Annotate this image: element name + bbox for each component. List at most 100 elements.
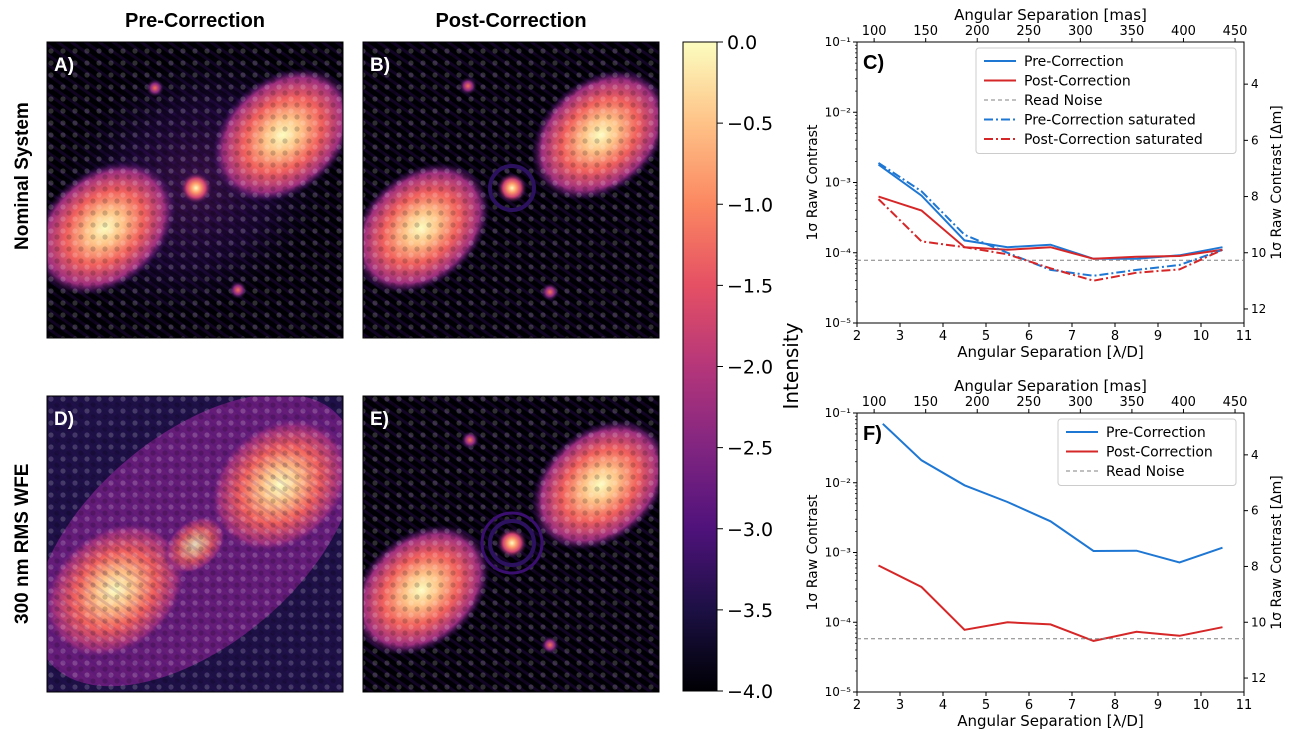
y-tick-label: 10⁻³ bbox=[825, 546, 852, 560]
series-line-pre-correction bbox=[877, 163, 1223, 260]
x2-axis-label: Angular Separation [mas] bbox=[954, 6, 1147, 24]
colorbar-tick-label: 0.0 bbox=[727, 32, 757, 54]
x-tick-label: 10 bbox=[1193, 698, 1210, 713]
x2-tick-label: 350 bbox=[1119, 395, 1144, 410]
image-panel-d bbox=[47, 396, 343, 692]
colorbar-tick-label: −4.0 bbox=[727, 681, 773, 703]
series-line-post-correction-saturated bbox=[877, 198, 1223, 282]
x-tick-label: 7 bbox=[1068, 698, 1076, 713]
y-tick-label: 10⁻² bbox=[825, 476, 852, 490]
x-tick-label: 8 bbox=[1111, 698, 1119, 713]
y-tick-label: 10⁻¹ bbox=[825, 406, 852, 420]
series-line-post-correction bbox=[878, 564, 1223, 642]
x2-tick-label: 100 bbox=[862, 24, 887, 39]
x-tick-label: 9 bbox=[1154, 329, 1162, 344]
x-tick-label: 8 bbox=[1111, 329, 1119, 344]
image-panel-e bbox=[363, 396, 659, 692]
legend-entry: Pre-Correction bbox=[1106, 425, 1206, 441]
x-axis-label: Angular Separation [λ/D] bbox=[957, 343, 1144, 361]
x-tick-label: 4 bbox=[939, 698, 947, 713]
x2-tick-label: 150 bbox=[913, 24, 938, 39]
x2-tick-label: 350 bbox=[1119, 24, 1144, 39]
x-tick-label: 9 bbox=[1154, 698, 1162, 713]
x2-tick-label: 400 bbox=[1171, 395, 1196, 410]
y-tick-label: 10⁻⁴ bbox=[825, 615, 852, 629]
x-tick-label: 11 bbox=[1236, 329, 1253, 344]
x-tick-label: 3 bbox=[896, 329, 904, 344]
panel-label-d: D) bbox=[54, 409, 74, 430]
legend-entry: Pre-Correction bbox=[1024, 54, 1124, 70]
x2-tick-label: 150 bbox=[913, 395, 938, 410]
y-axis-label: 1σ Raw Contrast bbox=[805, 124, 821, 240]
legend-entry: Post-Correction bbox=[1106, 445, 1213, 461]
chart-c: 2 3 4 5 6 7 8 9 10 11 Angular Separation [λ/D] 100 1… bbox=[805, 6, 1285, 361]
y2-tick-label: 12 bbox=[1251, 671, 1266, 685]
x-tick-label: 10 bbox=[1193, 329, 1210, 344]
y-tick-label: 10⁻⁵ bbox=[825, 685, 852, 699]
colorbar-tick-label: −1.5 bbox=[727, 275, 773, 297]
series-group bbox=[857, 162, 1244, 282]
y-tick-label: 10⁻³ bbox=[825, 176, 852, 190]
colorbar-tick-label: −3.5 bbox=[727, 600, 773, 622]
y2-tick-label: 6 bbox=[1251, 504, 1259, 518]
y2-axis-label: 1σ Raw Contrast [Δm] bbox=[1269, 105, 1285, 260]
series-line-post-correction bbox=[878, 195, 1223, 260]
column-title-pre: Pre-Correction bbox=[124, 10, 266, 32]
x2-axis-label: Angular Separation [mas] bbox=[954, 377, 1147, 395]
y-tick-label: 10⁻⁴ bbox=[825, 246, 852, 260]
image-panel-a bbox=[47, 42, 343, 338]
x-tick-label: 4 bbox=[939, 329, 947, 344]
y2-tick-label: 8 bbox=[1251, 190, 1259, 204]
y2-tick-label: 10 bbox=[1251, 246, 1266, 260]
series-line-pre-correction-saturated bbox=[877, 162, 1223, 277]
colorbar-tick-label: −2.0 bbox=[727, 357, 773, 379]
x-tick-label: 3 bbox=[896, 698, 904, 713]
legend-entry: Post-Correction bbox=[1024, 74, 1131, 90]
panel-label: F) bbox=[863, 423, 882, 445]
y2-tick-label: 4 bbox=[1251, 448, 1259, 462]
legend-entry: Read Noise bbox=[1024, 93, 1102, 109]
panel-label-b: B) bbox=[370, 55, 390, 76]
x2-tick-label: 200 bbox=[965, 24, 990, 39]
legend-entry: Post-Correction saturated bbox=[1024, 132, 1203, 148]
x2-tick-label: 400 bbox=[1171, 24, 1196, 39]
colorbar-ticks: 0.0 −0.5 −1.0 −1.5 −2.0 −2.5 −3.0 −3.5 −4.0 bbox=[717, 32, 773, 703]
legend-entry: Pre-Correction saturated bbox=[1024, 113, 1196, 129]
colorbar bbox=[682, 41, 718, 692]
x2-tick-label: 200 bbox=[965, 395, 990, 410]
panel-label-a: A) bbox=[54, 55, 74, 76]
y-tick-label: 10⁻² bbox=[825, 105, 852, 119]
x-tick-label: 5 bbox=[982, 329, 990, 344]
x-tick-label: 6 bbox=[1025, 698, 1033, 713]
x2-tick-label: 450 bbox=[1223, 24, 1248, 39]
x2-tick-label: 250 bbox=[1016, 395, 1041, 410]
legend-box bbox=[975, 47, 1237, 154]
x2-tick-label: 450 bbox=[1223, 395, 1248, 410]
x-tick-label: 2 bbox=[853, 698, 861, 713]
y2-tick-label: 8 bbox=[1251, 559, 1259, 573]
y2-tick-label: 10 bbox=[1251, 615, 1266, 629]
y-tick-label: 10⁻⁵ bbox=[825, 316, 852, 330]
x-tick-label: 11 bbox=[1236, 698, 1253, 713]
colorbar-tick-label: −3.0 bbox=[727, 519, 773, 541]
y2-axis-label: 1σ Raw Contrast [Δm] bbox=[1269, 475, 1285, 630]
y2-tick-label: 4 bbox=[1251, 77, 1259, 91]
x2-tick-label: 300 bbox=[1068, 24, 1093, 39]
x-tick-label: 7 bbox=[1068, 329, 1076, 344]
column-title-post: Post-Correction bbox=[435, 10, 587, 32]
colorbar-tick-label: −2.5 bbox=[727, 438, 773, 460]
series-group bbox=[857, 423, 1244, 642]
y2-tick-label: 12 bbox=[1251, 302, 1266, 316]
legend-box bbox=[1057, 418, 1237, 486]
x2-tick-label: 250 bbox=[1016, 24, 1041, 39]
y-tick-label: 10⁻¹ bbox=[825, 35, 852, 49]
colorbar-tick-label: −0.5 bbox=[727, 113, 773, 135]
x-tick-label: 5 bbox=[982, 698, 990, 713]
x2-tick-label: 300 bbox=[1068, 395, 1093, 410]
y-axis-label: 1σ Raw Contrast bbox=[805, 494, 821, 610]
chart-f: 2 3 4 5 6 7 8 9 10 11 Angular Separation [λ/D] 100 1… bbox=[805, 377, 1285, 729]
image-panel-b bbox=[363, 42, 659, 338]
panel-label-e: E) bbox=[370, 409, 389, 430]
colorbar-tick-label: −1.0 bbox=[727, 194, 773, 216]
